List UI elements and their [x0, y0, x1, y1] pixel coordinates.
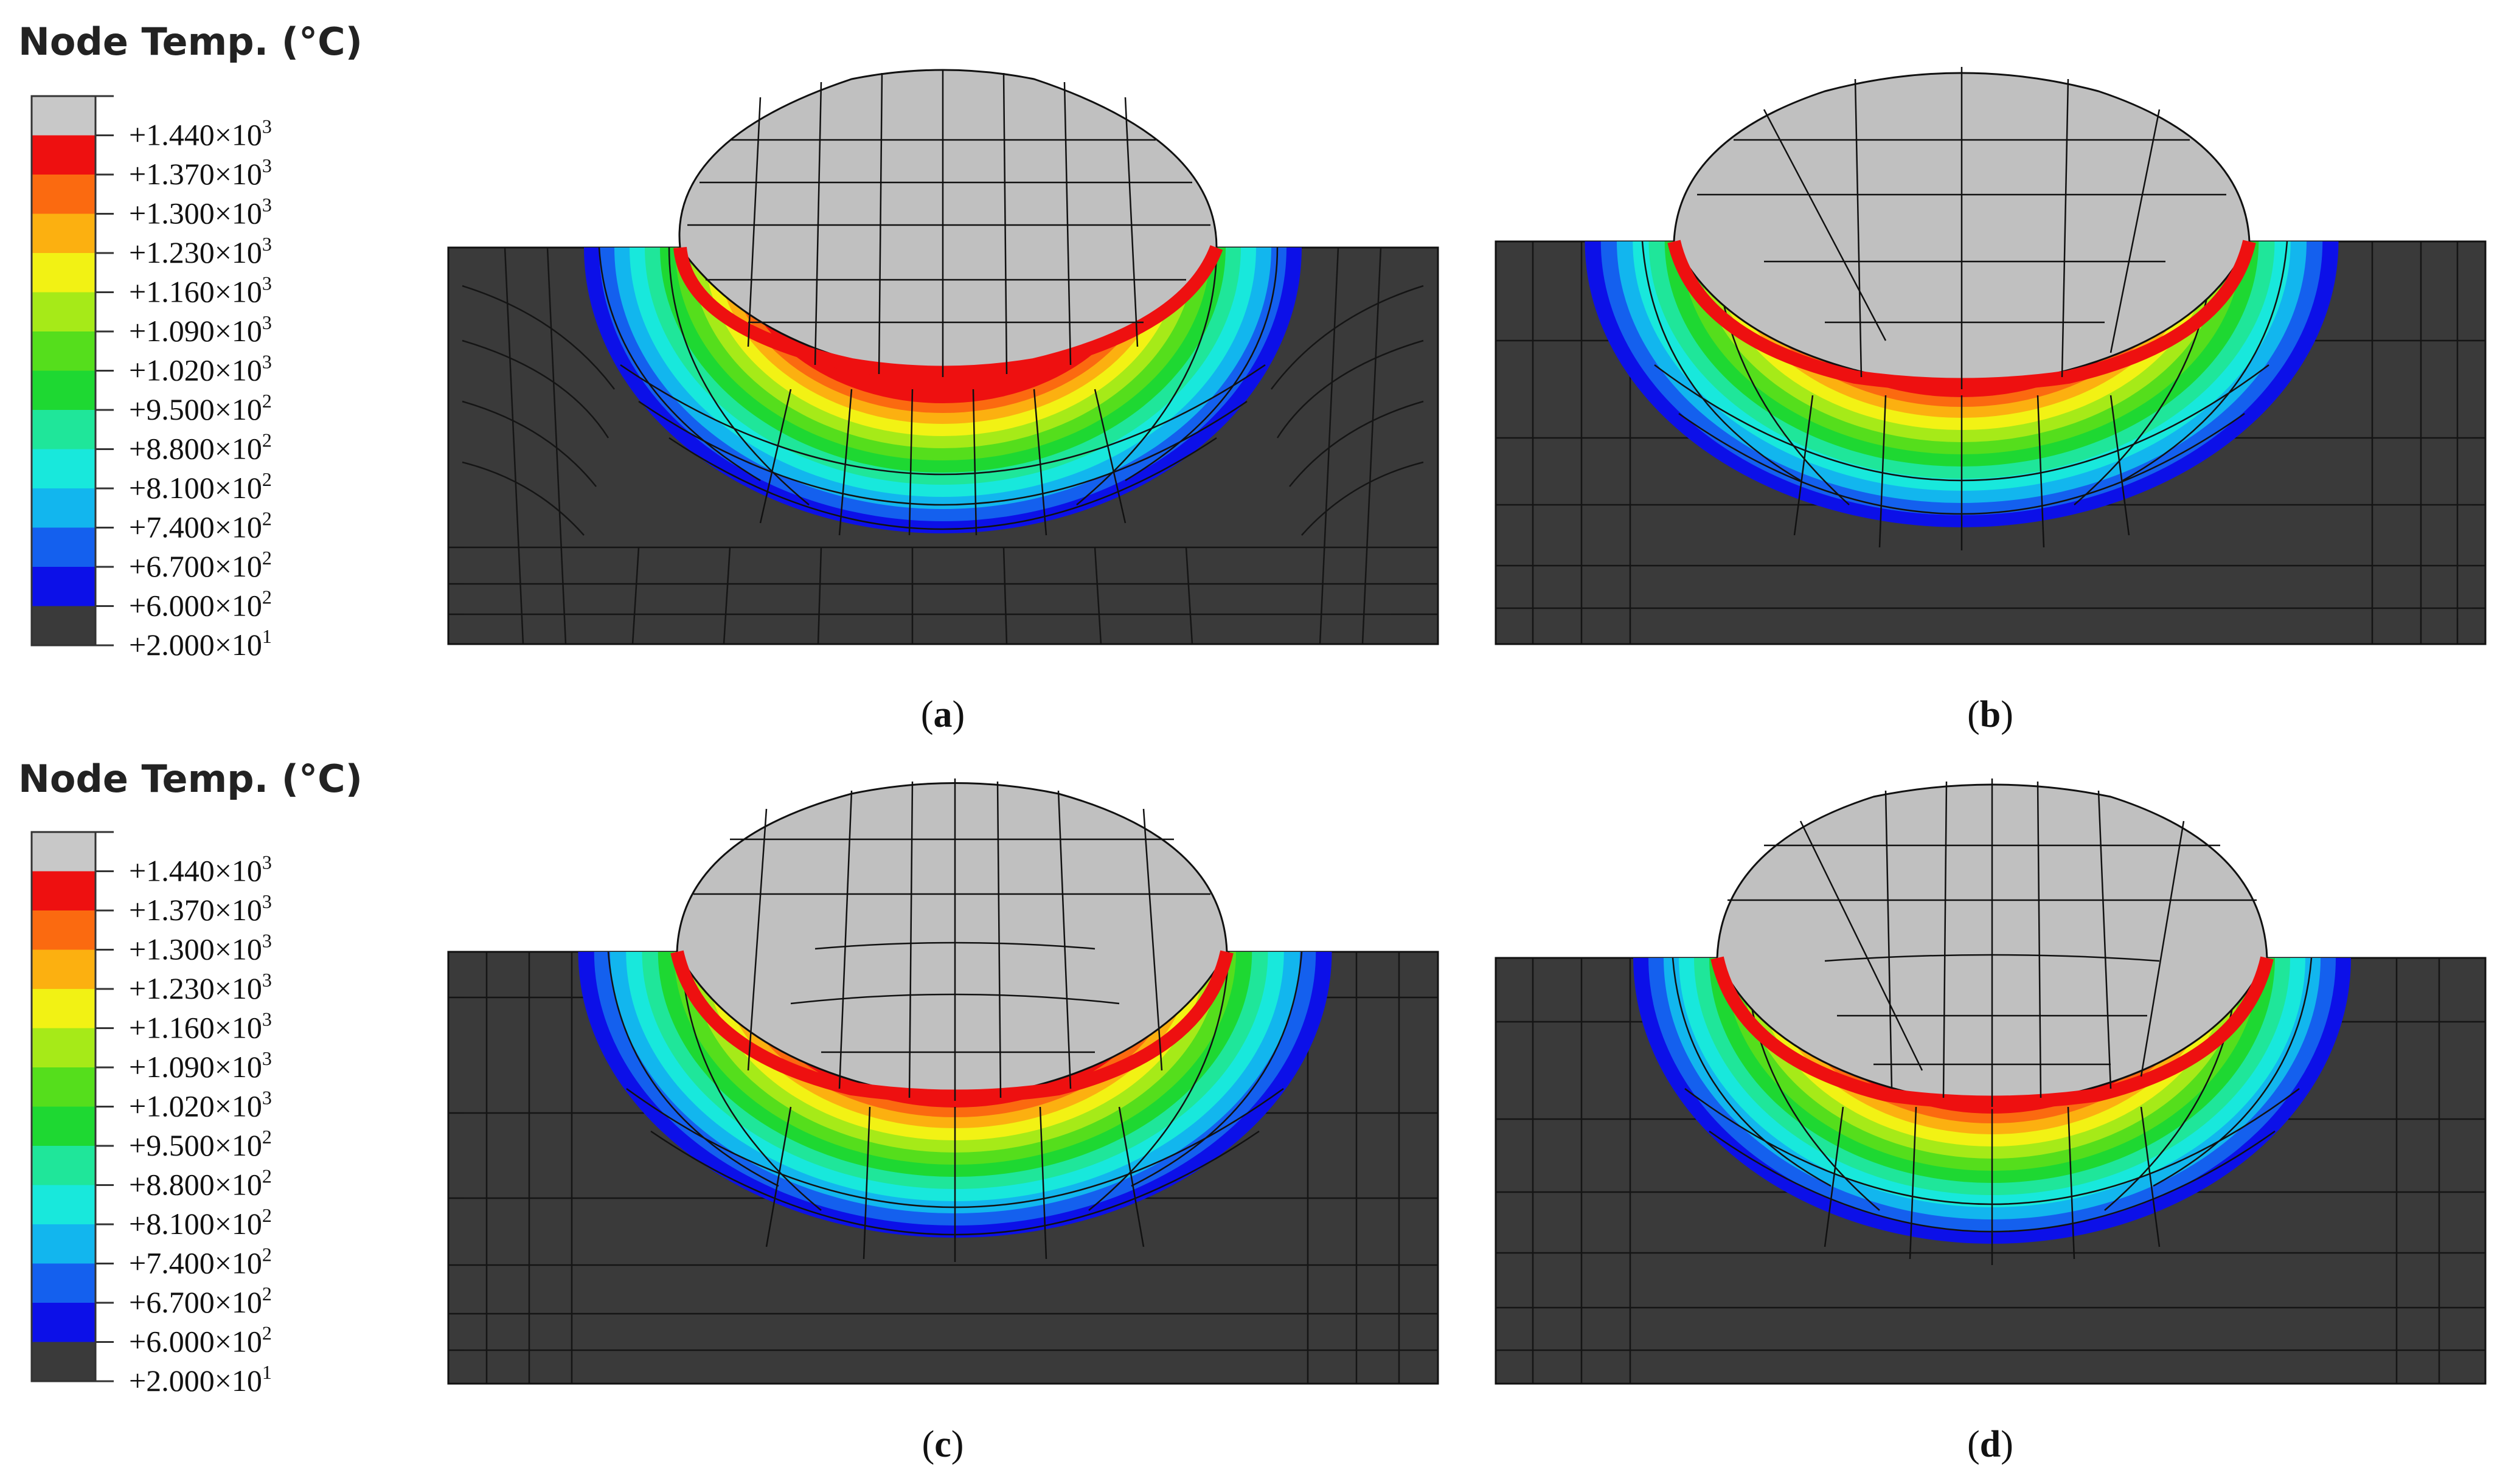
legend-band [32, 871, 95, 910]
legend-label: +1.160×103 [129, 1008, 272, 1045]
legend-label: +1.370×103 [129, 154, 272, 191]
legend-band [32, 989, 95, 1028]
bead-b [1667, 67, 2256, 392]
legend-label: +1.020×103 [129, 1087, 272, 1123]
legend-label: +1.370×103 [129, 890, 272, 927]
legend-label: +6.000×102 [129, 1322, 272, 1359]
legend-band [32, 1263, 95, 1303]
legend-band [32, 1185, 95, 1224]
panel-c: (c) [447, 778, 1439, 1465]
caption-b: (b) [1967, 694, 2013, 735]
legend-band [32, 1224, 95, 1264]
legend-labels: +1.440×103+1.370×103+1.300×103+1.230×103… [95, 95, 272, 662]
legend-label: +7.400×102 [129, 1244, 272, 1280]
legend-label: +1.090×103 [129, 1047, 272, 1084]
mesh-a [448, 248, 1438, 644]
haz-mesh-b [1641, 241, 2288, 550]
legend-band [32, 1067, 95, 1107]
caption-c-label: c [934, 1424, 951, 1465]
legend-band [32, 175, 95, 214]
haz-mesh-a [598, 248, 1279, 536]
legend-band [32, 370, 95, 410]
legend-label: +2.000×101 [129, 625, 272, 662]
legend-band [32, 488, 95, 528]
caption-a: (a) [921, 694, 965, 735]
caption-a-label: a [934, 694, 953, 735]
caption-d: (d) [1967, 1424, 2013, 1465]
legend-label: +9.500×102 [129, 390, 272, 426]
legend-band [32, 567, 95, 606]
legend-label: +8.100×102 [129, 1204, 272, 1241]
legend-label: +6.000×102 [129, 586, 272, 623]
legend-band [32, 213, 95, 253]
legend-label: +1.300×103 [129, 930, 272, 966]
legend-labels: +1.440×103+1.370×103+1.300×103+1.230×103… [95, 831, 272, 1398]
legend-label: +1.230×103 [129, 969, 272, 1005]
haz-mesh-d [1672, 958, 2313, 1265]
legend-label: +7.400×102 [129, 508, 272, 544]
panel-a: (a) [447, 69, 1439, 735]
legend-band [32, 1106, 95, 1146]
legend-label: +1.230×103 [129, 233, 272, 269]
legend-band [32, 832, 95, 872]
legend-band [32, 331, 95, 371]
legend-band [32, 527, 95, 567]
legend-band [32, 135, 95, 175]
legend-band [32, 1342, 95, 1381]
legend-top: Node Temp. (°C) +1.440×103+1.370×103+1.3… [18, 19, 363, 662]
legend-label: +8.100×102 [129, 468, 272, 505]
legend-title: Node Temp. (°C) [18, 19, 363, 64]
legend-band [32, 410, 95, 449]
caption-b-label: b [1980, 694, 2001, 735]
bead-d [1710, 778, 2274, 1109]
legend-band [32, 449, 95, 488]
panel-b: (b) [1495, 67, 2487, 735]
legend-band [32, 292, 95, 331]
legend-band [32, 910, 95, 950]
legend-band [32, 1303, 95, 1342]
bead-c [670, 778, 1234, 1103]
legend-label: +6.700×102 [129, 1283, 272, 1319]
panel-d: (d) [1495, 778, 2487, 1465]
legend-label: +6.700×102 [129, 547, 272, 583]
legend-label: +1.090×103 [129, 311, 272, 348]
legend-label: +1.300×103 [129, 194, 272, 231]
legend-label: +8.800×102 [129, 1165, 272, 1202]
legend-band [32, 949, 95, 989]
haz-mesh-c [607, 952, 1303, 1262]
legend-bands [30, 831, 97, 1382]
legend-label: +9.500×102 [129, 1126, 272, 1162]
legend-band [32, 96, 95, 136]
caption-c: (c) [922, 1424, 964, 1465]
legend-label: +2.000×101 [129, 1361, 272, 1398]
legend-band [32, 606, 95, 645]
legend-bands [30, 95, 97, 647]
legend-label: +1.160×103 [129, 272, 272, 309]
caption-d-label: d [1980, 1424, 2001, 1465]
legend-band [32, 253, 95, 293]
legend-title: Node Temp. (°C) [18, 757, 363, 801]
legend-label: +1.440×103 [129, 851, 272, 888]
legend-label: +1.440×103 [129, 116, 272, 152]
legend-label: +1.020×103 [129, 351, 272, 387]
legend-band [32, 1028, 95, 1067]
legend-band [32, 1146, 95, 1185]
bead-a [673, 69, 1223, 380]
legend-label: +8.800×102 [129, 429, 272, 466]
legend-bottom: Node Temp. (°C) +1.440×103+1.370×103+1.3… [18, 757, 363, 1398]
